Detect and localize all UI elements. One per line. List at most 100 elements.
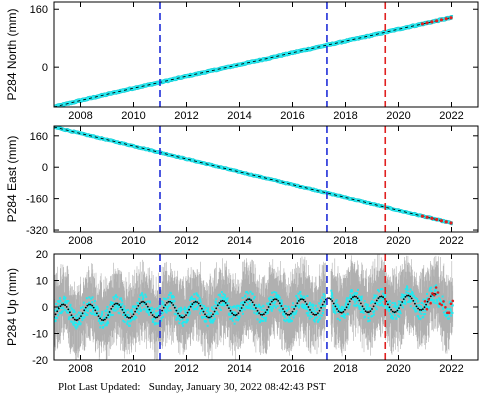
model-point [301,298,303,300]
model-point [142,300,144,303]
data-point [398,315,401,318]
data-point [321,296,324,299]
x-tick-label: 2014 [227,110,251,122]
data-point [149,301,151,304]
model-point [361,305,364,308]
x-tick-label: 2020 [386,110,410,122]
model-point [418,308,421,311]
model-point [315,313,318,316]
x-tick-label: 2010 [121,110,145,122]
model-point [186,311,189,314]
data-point [381,288,384,291]
data-point [204,306,207,309]
data-point [183,306,186,309]
data-point [253,295,256,298]
data-point [220,291,223,293]
data-point [218,303,221,306]
data-point [302,307,305,310]
data-point [355,293,358,296]
data-point [433,299,436,302]
data-point [164,297,166,300]
data-point [260,306,263,309]
data-point [404,302,407,305]
data-point [81,305,84,308]
model-point [62,303,65,306]
model-point [194,300,197,303]
data-point [330,292,333,294]
model-point [371,308,373,310]
data-point [247,292,250,295]
data-point [358,295,360,298]
data-point [409,288,412,291]
data-point [146,300,149,303]
model-point [162,306,165,309]
data-point [306,308,309,310]
data-point [269,296,272,299]
model-point [250,299,253,302]
data-point [341,306,344,309]
data-point [116,305,118,308]
data-point [448,302,451,304]
data-point [223,304,226,307]
data-point [246,291,248,293]
data-point [337,304,340,307]
data-point [352,298,355,301]
model-point [213,310,216,313]
data-point [299,294,302,297]
recent-point [420,214,424,218]
recent-point [434,286,438,289]
data-point [267,309,270,311]
data-point [139,294,142,297]
model-point [374,302,377,305]
model-point [234,314,237,317]
data-point [414,309,417,312]
model-point [169,300,172,303]
data-point [133,306,136,309]
model-point [363,308,365,310]
model-point [414,302,416,305]
model-point [393,311,396,314]
data-point [331,296,334,299]
data-point [61,302,64,305]
model-point [369,310,372,312]
data-point [272,305,275,308]
data-point [248,306,251,309]
data-point [249,290,252,293]
data-point [314,316,317,319]
data-point [278,309,281,311]
data-point [87,310,89,313]
data-point [317,320,320,323]
data-point [246,307,249,309]
data-point [284,305,287,308]
data-point [418,317,421,320]
data-point [366,308,369,311]
data-point [282,313,284,315]
data-point [386,306,389,309]
data-point [83,316,86,319]
data-point [106,306,109,308]
data-point [238,317,241,320]
data-point [407,295,410,298]
data-point [155,312,158,315]
data-point [64,296,67,299]
data-point [150,308,152,311]
data-point [350,289,353,291]
data-point [309,302,311,304]
x-tick-label: 2014 [227,363,251,375]
data-point [201,317,204,320]
model-point [228,307,230,309]
data-point [215,298,218,301]
data-point [323,301,326,304]
model-point [180,316,183,319]
data-point [63,308,66,311]
model-point [313,314,316,316]
data-point [65,309,68,312]
data-point [367,320,370,323]
data-point [391,315,393,318]
model-point [156,316,159,319]
data-point [371,315,374,317]
model-point [73,318,76,321]
data-point [231,317,234,320]
data-point [131,310,134,313]
data-point [203,305,206,307]
